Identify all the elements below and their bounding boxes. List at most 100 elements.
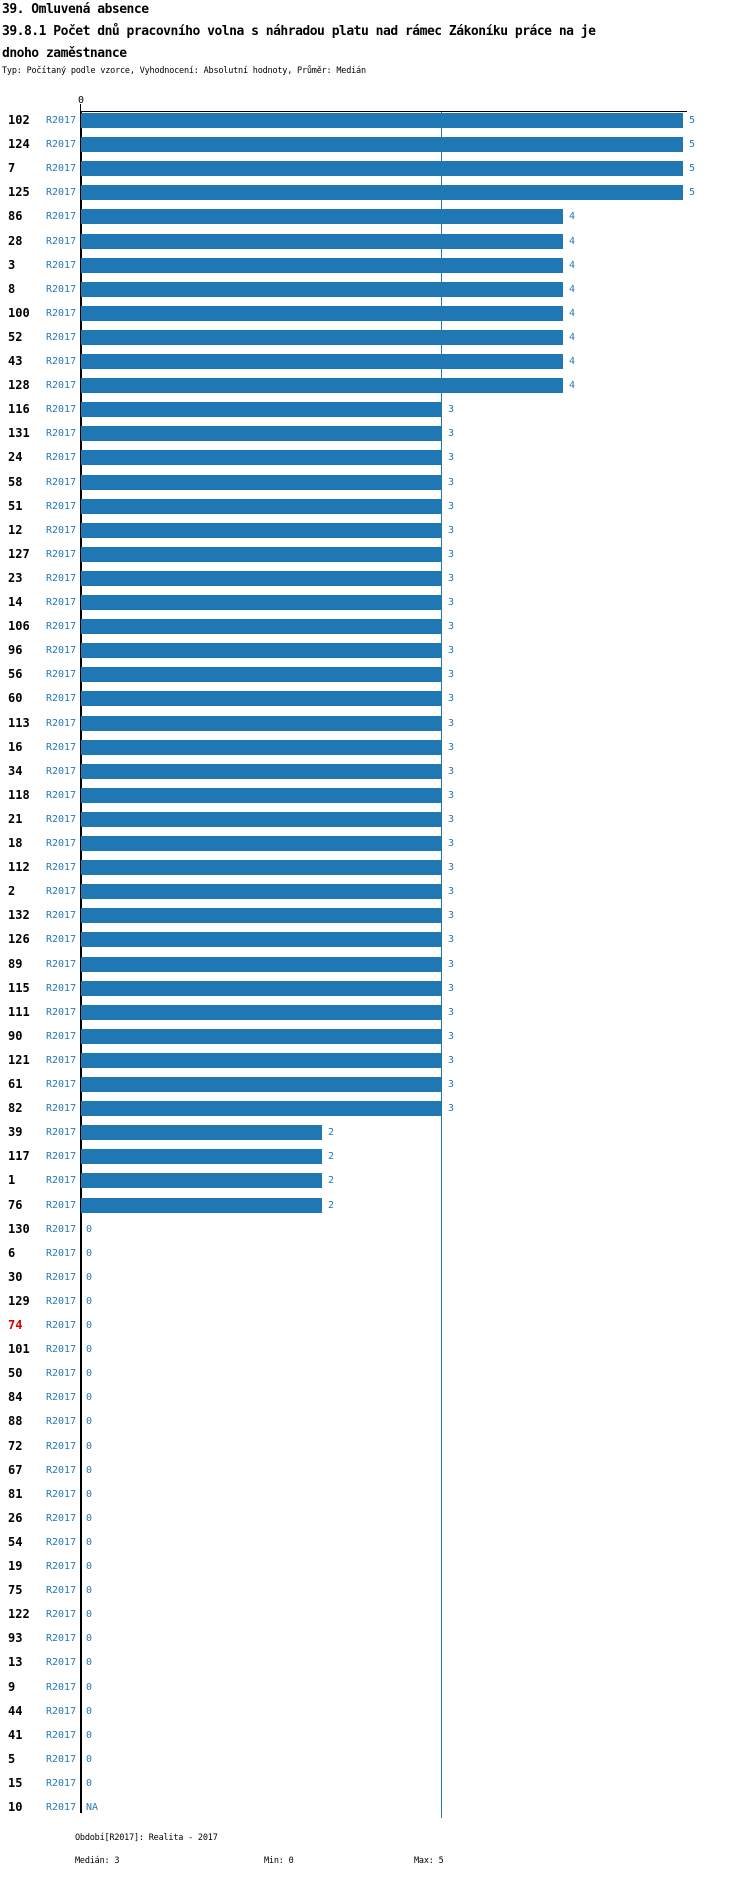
chart-title-line1: 39.8.1 Počet dnů pracovního volna s náhr…	[2, 24, 596, 39]
footer-median: Medián: 3	[75, 1856, 120, 1866]
row-label: 72	[8, 1439, 23, 1453]
row-label: 88	[8, 1414, 23, 1428]
bar-value-label: 0	[86, 1465, 93, 1476]
chart-row: 67 R2017 0	[0, 1463, 750, 1478]
chart-row: 23 R2017 3	[0, 571, 750, 586]
row-label: 50	[8, 1366, 23, 1380]
row-label: 60	[8, 691, 23, 705]
axis-zero-tick-mark	[80, 104, 81, 112]
row-series-label: R2017	[46, 886, 77, 897]
value-bar	[81, 1053, 442, 1068]
row-series-label: R2017	[46, 1272, 77, 1283]
row-series-label: R2017	[46, 1103, 77, 1114]
row-label: 58	[8, 475, 23, 489]
chart-row: 54 R2017 0	[0, 1535, 750, 1550]
chart-row: 44 R2017 0	[0, 1704, 750, 1719]
row-series-label: R2017	[46, 573, 77, 584]
value-bar	[81, 499, 442, 514]
row-series-label: R2017	[46, 1465, 77, 1476]
value-bar	[81, 691, 442, 706]
value-bar	[81, 619, 442, 634]
chart-row: 74 R2017 0	[0, 1318, 750, 1333]
chart-row: 127 R2017 3	[0, 547, 750, 562]
value-bar	[81, 1149, 322, 1164]
row-label: 96	[8, 643, 23, 657]
bar-value-label: 4	[569, 308, 576, 319]
axis-top-line	[80, 111, 687, 112]
row-series-label: R2017	[46, 597, 77, 608]
value-bar	[81, 234, 563, 249]
row-series-label: R2017	[46, 428, 77, 439]
row-label: 84	[8, 1390, 23, 1404]
chart-row: 15 R2017 0	[0, 1776, 750, 1791]
bar-value-label: 0	[86, 1272, 93, 1283]
row-series-label: R2017	[46, 1055, 77, 1066]
row-label: 86	[8, 209, 23, 223]
row-series-label: R2017	[46, 1031, 77, 1042]
row-label: 82	[8, 1101, 23, 1115]
value-bar	[81, 836, 442, 851]
value-bar	[81, 571, 442, 586]
value-bar	[81, 1077, 442, 1092]
row-series-label: R2017	[46, 1200, 77, 1211]
bar-value-label: 5	[689, 187, 696, 198]
chart-row: 75 R2017 0	[0, 1583, 750, 1598]
row-series-label: R2017	[46, 1296, 77, 1307]
row-label: 100	[8, 306, 30, 320]
chart-row: 89 R2017 3	[0, 957, 750, 972]
row-label: 16	[8, 740, 23, 754]
value-bar	[81, 354, 563, 369]
row-label: 101	[8, 1342, 30, 1356]
chart-row: 24 R2017 3	[0, 450, 750, 465]
bar-value-label: 3	[448, 573, 455, 584]
bar-value-label: 3	[448, 983, 455, 994]
bar-value-label: 3	[448, 790, 455, 801]
value-bar	[81, 1125, 322, 1140]
chart-row: 58 R2017 3	[0, 475, 750, 490]
row-series-label: R2017	[46, 477, 77, 488]
row-series-label: R2017	[46, 1802, 77, 1813]
chart-row: 115 R2017 3	[0, 981, 750, 996]
chart-title-line2: dnoho zaměstnance	[2, 46, 127, 61]
row-series-label: R2017	[46, 187, 77, 198]
chart-row: 131 R2017 3	[0, 426, 750, 441]
chart-row: 30 R2017 0	[0, 1270, 750, 1285]
axis-zero-tick-label: 0	[77, 95, 85, 106]
value-bar	[81, 908, 442, 923]
chart-row: 43 R2017 4	[0, 354, 750, 369]
chart-row: 8 R2017 4	[0, 282, 750, 297]
chart-row: 126 R2017 3	[0, 932, 750, 947]
bar-value-label: 3	[448, 621, 455, 632]
row-label: 89	[8, 957, 23, 971]
footer-period: Období[R2017]: Realita - 2017	[75, 1833, 218, 1843]
row-series-label: R2017	[46, 1561, 77, 1572]
bar-value-label: 4	[569, 211, 576, 222]
value-bar	[81, 1005, 442, 1020]
value-bar	[81, 306, 563, 321]
value-bar	[81, 643, 442, 658]
bar-value-label: 0	[86, 1633, 93, 1644]
bar-value-label: 4	[569, 332, 576, 343]
row-label: 131	[8, 426, 30, 440]
row-series-label: R2017	[46, 983, 77, 994]
chart-row: 7 R2017 5	[0, 161, 750, 176]
row-label: 127	[8, 547, 30, 561]
chart-row: 128 R2017 4	[0, 378, 750, 393]
bar-value-label: 3	[448, 1079, 455, 1090]
row-series-label: R2017	[46, 236, 77, 247]
row-series-label: R2017	[46, 525, 77, 536]
footer-min: Min: 0	[264, 1856, 294, 1866]
bar-value-label: 4	[569, 284, 576, 295]
row-series-label: R2017	[46, 260, 77, 271]
value-bar	[81, 330, 563, 345]
row-series-label: R2017	[46, 380, 77, 391]
bar-value-label: 3	[448, 549, 455, 560]
chart-row: 90 R2017 3	[0, 1029, 750, 1044]
row-label: 19	[8, 1559, 23, 1573]
row-label: 41	[8, 1728, 23, 1742]
row-label: 125	[8, 185, 30, 199]
chart-row: 41 R2017 0	[0, 1728, 750, 1743]
chart-row: 102 R2017 5	[0, 113, 750, 128]
chart-row: 10 R2017 NA	[0, 1800, 750, 1815]
